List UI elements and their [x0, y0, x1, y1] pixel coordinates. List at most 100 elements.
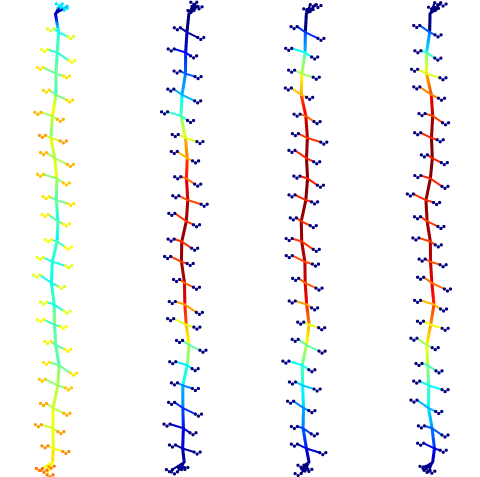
leaf-dot — [58, 324, 62, 329]
leaf-dot — [186, 8, 190, 13]
leaf-dot — [159, 110, 164, 114]
leaf-dot — [411, 236, 415, 240]
leaf-dot — [38, 273, 42, 277]
leaf-dot — [194, 225, 199, 229]
leaf-dot — [311, 225, 315, 230]
leaf-dot — [59, 432, 63, 436]
leaf-dot — [169, 49, 173, 53]
leaf-dot — [42, 317, 46, 322]
branch — [306, 177, 319, 187]
leaf-dot — [170, 445, 175, 449]
leaf-dot — [52, 27, 56, 31]
leaf-dot — [411, 192, 415, 196]
branch — [293, 149, 308, 160]
leaf-dot — [63, 245, 67, 249]
leaf-dot — [198, 348, 202, 352]
leaf-dot — [166, 237, 170, 241]
leaf-dot — [177, 340, 182, 345]
leaf-dot — [417, 257, 421, 261]
leaf-dot — [37, 377, 41, 382]
leaf-dot — [175, 149, 179, 154]
leaf-dot — [413, 131, 417, 135]
branch — [173, 401, 184, 409]
leaf-dot — [444, 263, 448, 267]
leaf-dot — [169, 319, 173, 323]
leaf-dot — [168, 422, 172, 426]
leaf-dot — [164, 467, 169, 472]
leaf-dot — [43, 446, 47, 450]
leaf-dot — [49, 340, 53, 344]
leaf-dot — [40, 135, 45, 139]
leaf-dot — [170, 467, 175, 472]
leaf-dot — [290, 46, 294, 50]
branch — [44, 378, 59, 387]
leaf-dot — [40, 379, 44, 384]
leaf-dot — [44, 362, 49, 366]
leaf-dot — [63, 386, 68, 390]
leaf-dot — [421, 466, 425, 470]
leaf-dot — [64, 224, 68, 228]
leaf-dot — [413, 49, 417, 53]
leaf-dot — [287, 380, 292, 384]
leaf-dot — [439, 56, 443, 60]
leaf-dot — [417, 111, 421, 116]
branch — [302, 427, 313, 435]
leaf-dot — [194, 5, 198, 9]
leaf-dot — [302, 320, 306, 324]
leaf-dot — [188, 120, 193, 125]
leaf-dot — [54, 2, 58, 6]
leaf-dot — [311, 95, 315, 100]
branch — [181, 447, 196, 454]
leaf-dot — [168, 360, 172, 364]
leaf-dot — [433, 348, 437, 352]
leaf-dot — [442, 287, 447, 291]
tree-panel-4 — [405, 1, 453, 475]
branch — [304, 31, 319, 40]
leaf-dot — [299, 471, 303, 476]
leaf-dot — [289, 25, 293, 29]
leaf-dot — [38, 174, 43, 178]
branch — [56, 240, 67, 249]
leaf-dot — [192, 2, 196, 6]
leaf-dot — [193, 412, 198, 416]
leaf-dot — [290, 150, 294, 154]
branch — [46, 48, 59, 54]
leaf-dot — [175, 381, 180, 385]
branch — [54, 344, 66, 351]
branch — [300, 240, 315, 251]
leaf-dot — [293, 380, 298, 384]
leaf-dot — [296, 337, 300, 341]
leaf-dot — [414, 361, 418, 366]
leaf-dot — [62, 309, 66, 313]
leaf-dot — [433, 33, 437, 37]
leaf-dot — [307, 469, 311, 473]
branch — [287, 360, 304, 367]
leaf-dot — [316, 262, 321, 266]
branch — [419, 131, 433, 139]
leaf-dot — [290, 254, 294, 258]
leaf-dot — [32, 273, 36, 277]
leaf-dot — [171, 277, 176, 282]
leaf-dot — [309, 432, 313, 436]
tree-panel-2 — [159, 0, 209, 476]
leaf-dot — [305, 7, 309, 12]
leaf-dot — [64, 451, 68, 456]
leaf-dot — [436, 35, 440, 39]
leaf-dot — [73, 58, 77, 63]
branch — [58, 364, 72, 375]
leaf-dot — [420, 259, 424, 263]
leaf-dot — [287, 238, 291, 243]
leaf-dot — [65, 4, 69, 8]
leaf-dot — [43, 340, 47, 344]
leaf-dot — [292, 444, 296, 448]
branch — [49, 137, 62, 142]
leaf-dot — [313, 264, 318, 268]
leaf-dot — [445, 160, 449, 165]
leaf-dot — [290, 301, 294, 305]
leaf-dot — [441, 138, 445, 142]
leaf-dot — [297, 276, 301, 280]
leaf-dot — [171, 194, 175, 198]
leaf-dot — [289, 442, 293, 446]
leaf-dot — [311, 247, 315, 252]
branch — [297, 132, 309, 139]
